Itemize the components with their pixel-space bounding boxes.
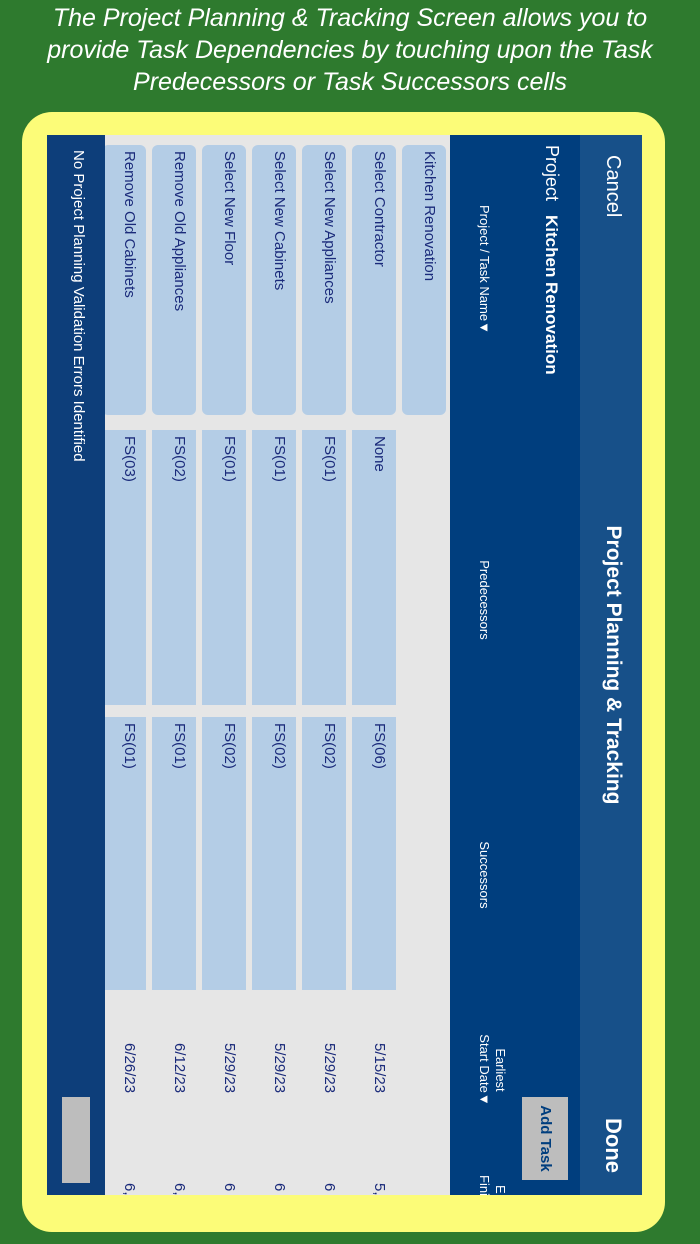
column-header: E: [493, 1185, 508, 1194]
column-header: Predecessors: [477, 560, 492, 640]
successor-cell[interactable]: FS(02): [252, 717, 296, 990]
predecessor-cell[interactable]: FS(03): [102, 430, 146, 705]
header: Project Kitchen Renovation Add Task Proj…: [450, 135, 580, 1195]
status-button[interactable]: [62, 1097, 90, 1183]
predecessor-cell[interactable]: FS(01): [252, 430, 296, 705]
finish-date: 6: [321, 1183, 338, 1192]
start-date: 6/26/23: [121, 1043, 138, 1094]
successor-cell[interactable]: FS(01): [102, 717, 146, 990]
column-header: Finis: [477, 1175, 492, 1195]
finish-date: 6: [221, 1183, 238, 1192]
nav-bar: Cancel Project Planning & Tracking Done: [580, 135, 642, 1195]
start-date: 5/29/23: [321, 1043, 338, 1094]
task-cell[interactable]: Kitchen Renovation: [402, 145, 446, 415]
column-header[interactable]: Project / Task Name▼: [477, 205, 492, 334]
screen: Cancel Project Planning & Tracking Done …: [47, 135, 642, 1195]
done-button[interactable]: Done: [601, 1118, 626, 1173]
finish-date: 6,: [121, 1183, 138, 1195]
predecessor-cell[interactable]: None: [352, 430, 396, 705]
finish-date: 6: [271, 1183, 288, 1192]
task-cell[interactable]: Remove Old Appliances: [152, 145, 196, 415]
start-date: 6/12/23: [171, 1043, 188, 1094]
finish-date: 6,: [171, 1183, 188, 1195]
nav-title: Project Planning & Tracking: [602, 525, 625, 805]
caption-line: provide Task Dependencies by touching up…: [47, 36, 653, 64]
successor-cell[interactable]: FS(06): [352, 717, 396, 990]
caption: The Project Planning & Tracking Screen a…: [0, 2, 700, 98]
column-header[interactable]: Start Date▼: [477, 1034, 492, 1106]
column-header: Earliest: [493, 1048, 508, 1092]
project-name: Kitchen Renovation: [542, 215, 561, 375]
predecessor-cell[interactable]: FS(02): [152, 430, 196, 705]
caption-line: The Project Planning & Tracking Screen a…: [52, 4, 648, 32]
add-task-button[interactable]: Add Task: [522, 1097, 568, 1180]
project-label: Project: [542, 145, 562, 202]
status-bar: No Project Planning Validation Errors Id…: [47, 135, 105, 1195]
predecessor-cell[interactable]: FS(01): [302, 430, 346, 705]
task-cell[interactable]: Select New Floor: [202, 145, 246, 415]
predecessor-cell[interactable]: FS(01): [202, 430, 246, 705]
task-cell[interactable]: Select New Cabinets: [252, 145, 296, 415]
caption-line: Predecessors or Task Successors cells: [133, 68, 567, 96]
successor-cell[interactable]: FS(02): [302, 717, 346, 990]
start-date: 5/29/23: [221, 1043, 238, 1094]
task-cell[interactable]: Select New Appliances: [302, 145, 346, 415]
status-text: No Project Planning Validation Errors Id…: [70, 150, 87, 462]
column-header: Successors: [477, 841, 492, 909]
finish-date: 5,: [371, 1183, 388, 1195]
start-date: 5/15/23: [371, 1043, 388, 1094]
successor-cell[interactable]: FS(02): [202, 717, 246, 990]
successor-cell[interactable]: FS(01): [152, 717, 196, 990]
start-date: 5/29/23: [271, 1043, 288, 1094]
task-cell[interactable]: Select Contractor: [352, 145, 396, 415]
task-cell[interactable]: Remove Old Cabinets: [102, 145, 146, 415]
